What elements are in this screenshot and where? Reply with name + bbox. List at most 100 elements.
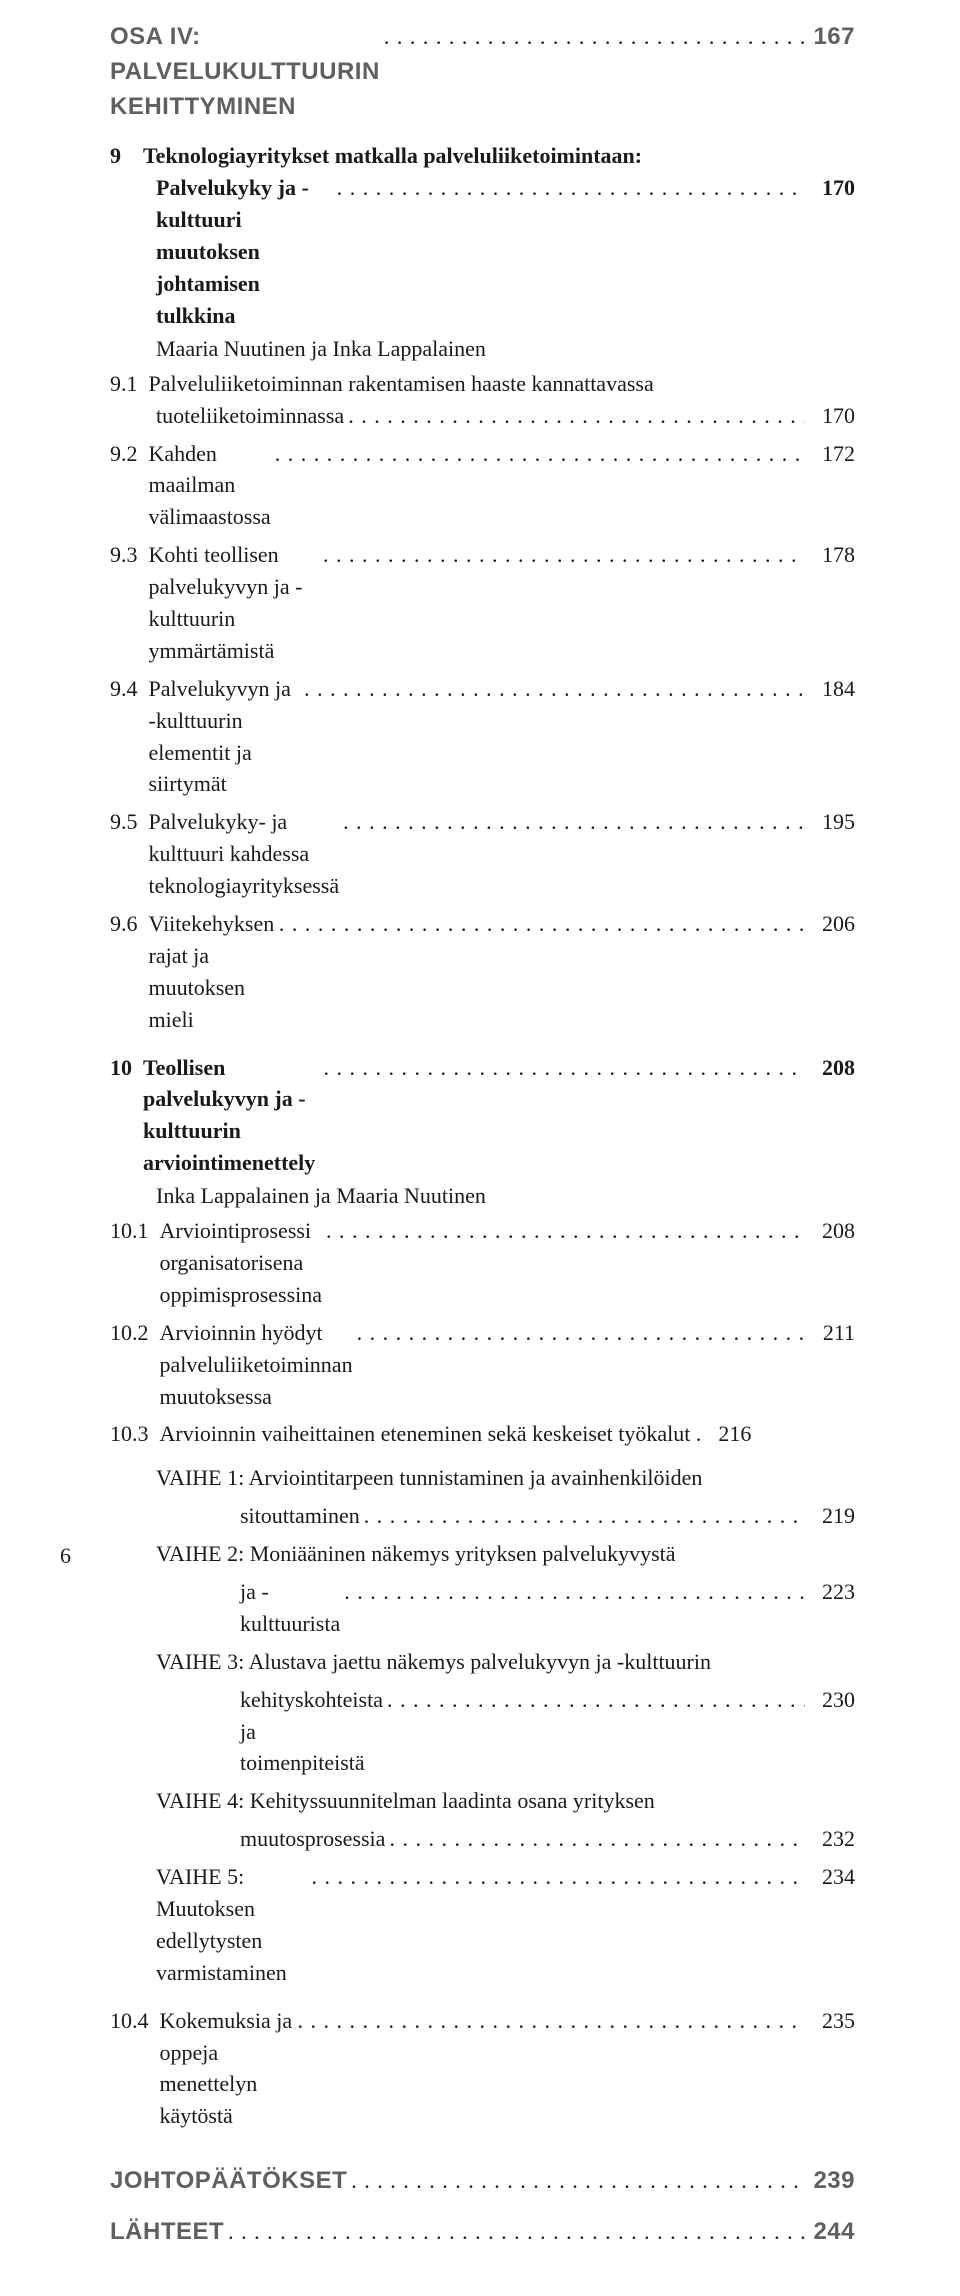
- section-text: tuoteliiketoiminnassa: [156, 400, 344, 432]
- leader-dots: . . . . . . . . . . . . . . . . . . . . …: [383, 1684, 805, 1716]
- section-page: 170: [805, 400, 855, 432]
- section-9-4: 9.4 Palvelukyvyn ja -kulttuurin elementi…: [110, 673, 855, 801]
- section-page: 184: [805, 673, 855, 705]
- section-page: 195: [805, 806, 855, 838]
- conclusions-label: JOHTOPÄÄTÖKSET: [110, 2164, 347, 2199]
- leader-dots: . . . . . . . . . . . . . . . . . . . . …: [319, 1052, 805, 1084]
- part-page: 167: [805, 20, 855, 55]
- leader-dots: . . . . . . . . . . . . . . . . . . . . …: [347, 2165, 805, 2197]
- leader-dots: . . . . . . . . . . . . . . . . . . . . …: [293, 2005, 805, 2037]
- references-row: LÄHTEET . . . . . . . . . . . . . . . . …: [110, 2215, 855, 2250]
- leader-dots: . . . . . . . . . . . . . . . . . . . . …: [300, 673, 805, 705]
- section-10-2: 10.2 Arvioinnin hyödyt palveluliiketoimi…: [110, 1317, 855, 1413]
- chapter-number: 10: [110, 1052, 143, 1084]
- phase-text: muutosprosessia: [240, 1823, 385, 1855]
- chapter-page: 170: [805, 172, 855, 204]
- section-10-4: 10.4 Kokemuksia ja oppeja menettelyn käy…: [110, 2005, 855, 2133]
- leader-dots: . . . . . . . . . . . . . . . . . . . . …: [333, 172, 805, 204]
- leader-dots: . . . . . . . . . . . . . . . . . . . . …: [224, 2216, 805, 2248]
- section-number: 9.1: [110, 368, 149, 400]
- section-9-1-cont: tuoteliiketoiminnassa . . . . . . . . . …: [110, 400, 855, 432]
- phase-text: VAIHE 1: Arviointitarpeen tunnistaminen …: [156, 1462, 702, 1494]
- chapter-title-line1: Teknologiayritykset matkalla palveluliik…: [143, 140, 642, 172]
- leader-dots: . . . . . . . . . . . . . . . . . . . . …: [360, 1500, 805, 1532]
- leader-dots: . . . . . . . . . . . . . . . . . . . . …: [339, 806, 805, 838]
- phase-2: VAIHE 2: Moniääninen näkemys yrityksen p…: [110, 1538, 855, 1570]
- section-text: Palvelukyvyn ja -kulttuurin elementit ja…: [149, 673, 301, 801]
- phase-page: 230: [805, 1684, 855, 1716]
- section-text: Palveluliiketoiminnan rakentamisen haast…: [149, 368, 654, 400]
- section-9-1: 9.1 Palveluliiketoiminnan rakentamisen h…: [110, 368, 855, 400]
- leader-dots: . . . . . . . . . . . . . . . . . . . . …: [385, 1823, 805, 1855]
- section-number: 9.5: [110, 806, 149, 838]
- phase-text: kehityskohteista ja toimenpiteistä: [240, 1684, 383, 1780]
- phase-page: 232: [805, 1823, 855, 1855]
- leader-dots: . . . . . . . . . . . . . . . . . . . . …: [319, 539, 805, 571]
- chapter-9-author: Maaria Nuutinen ja Inka Lappalainen: [110, 336, 855, 362]
- phase-1: VAIHE 1: Arviointitarpeen tunnistaminen …: [110, 1462, 855, 1494]
- phase-text: VAIHE 2: Moniääninen näkemys yrityksen p…: [156, 1538, 676, 1570]
- conclusions-page: 239: [805, 2164, 855, 2199]
- phase-text: sitouttaminen: [240, 1500, 360, 1532]
- section-page: 208: [805, 1215, 855, 1247]
- section-number: 9.6: [110, 908, 149, 940]
- part-label: OSA IV: PALVELUKULTTUURIN KEHITTYMINEN: [110, 20, 380, 124]
- phase-2-cont: ja -kulttuurista . . . . . . . . . . . .…: [110, 1576, 855, 1640]
- section-10-1: 10.1 Arviointiprosessi organisatorisena …: [110, 1215, 855, 1311]
- phase-3-cont: kehityskohteista ja toimenpiteistä . . .…: [110, 1684, 855, 1780]
- phase-1-cont: sitouttaminen . . . . . . . . . . . . . …: [110, 1500, 855, 1532]
- phase-page: 234: [805, 1861, 855, 1893]
- section-page: 172: [805, 438, 855, 470]
- phase-4-cont: muutosprosessia . . . . . . . . . . . . …: [110, 1823, 855, 1855]
- toc-page: OSA IV: PALVELUKULTTUURIN KEHITTYMINEN .…: [0, 0, 960, 2296]
- section-page: 235: [805, 2005, 855, 2037]
- section-page: 178: [805, 539, 855, 571]
- phase-page: 219: [805, 1500, 855, 1532]
- section-page: 211: [805, 1317, 855, 1349]
- phase-text: ja -kulttuurista: [240, 1576, 340, 1640]
- phase-4: VAIHE 4: Kehityssuunnitelman laadinta os…: [110, 1785, 855, 1817]
- section-9-6: 9.6 Viitekehyksen rajat ja muutoksen mie…: [110, 908, 855, 1036]
- leader-dots: . . . . . . . . . . . . . . . . . . . . …: [340, 1576, 805, 1608]
- chapter-9-row-cont: Palvelukyky ja -kulttuuri muutoksen joht…: [110, 172, 855, 331]
- chapter-page: 208: [805, 1052, 855, 1084]
- section-text: Arvioinnin vaiheittainen eteneminen sekä…: [160, 1418, 702, 1450]
- leader-dots: . . . . . . . . . . . . . . . . . . . . …: [271, 438, 805, 470]
- phase-text: VAIHE 4: Kehityssuunnitelman laadinta os…: [156, 1785, 655, 1817]
- phase-5: VAIHE 5: Muutoksen edellytysten varmista…: [110, 1861, 855, 1989]
- phase-text: VAIHE 3: Alustava jaettu näkemys palvelu…: [156, 1646, 711, 1678]
- folio: 6: [60, 1543, 71, 1569]
- chapter-10-row: 10 Teollisen palvelukyvyn ja -kulttuurin…: [110, 1052, 855, 1180]
- section-number: 9.3: [110, 539, 149, 571]
- leader-dots: . . . . . . . . . . . . . . . . . . . . …: [353, 1317, 805, 1349]
- section-text: Kohti teollisen palvelukyvyn ja -kulttuu…: [149, 539, 320, 667]
- section-9-2: 9.2 Kahden maailman välimaastossa . . . …: [110, 438, 855, 534]
- section-text: Palvelukyky- ja kulttuuri kahdessa tekno…: [149, 806, 340, 902]
- references-page: 244: [805, 2215, 855, 2250]
- section-number: 9.2: [110, 438, 149, 470]
- leader-dots: . . . . . . . . . . . . . . . . . . . . …: [380, 21, 805, 53]
- section-text: Viitekehyksen rajat ja muutoksen mieli: [149, 908, 275, 1036]
- section-page: 216: [701, 1418, 751, 1450]
- chapter-title-line2: Palvelukyky ja -kulttuuri muutoksen joht…: [156, 172, 333, 331]
- section-number: 9.4: [110, 673, 149, 705]
- leader-dots: . . . . . . . . . . . . . . . . . . . . …: [275, 908, 805, 940]
- chapter-9-row: 9 Teknologiayritykset matkalla palveluli…: [110, 140, 855, 172]
- section-10-3: 10.3 Arvioinnin vaiheittainen eteneminen…: [110, 1418, 855, 1450]
- section-number: 10.2: [110, 1317, 160, 1349]
- part-heading: OSA IV: PALVELUKULTTUURIN KEHITTYMINEN .…: [110, 20, 855, 124]
- phase-3: VAIHE 3: Alustava jaettu näkemys palvelu…: [110, 1646, 855, 1678]
- chapter-10-author: Inka Lappalainen ja Maaria Nuutinen: [110, 1183, 855, 1209]
- chapter-title: Teollisen palvelukyvyn ja -kulttuurin ar…: [143, 1052, 319, 1180]
- chapter-number: 9: [110, 140, 143, 172]
- section-number: 10.1: [110, 1215, 160, 1247]
- conclusions-row: JOHTOPÄÄTÖKSET . . . . . . . . . . . . .…: [110, 2164, 855, 2199]
- section-text: Arvioinnin hyödyt palveluliiketoiminnan …: [160, 1317, 353, 1413]
- phase-page: 223: [805, 1576, 855, 1608]
- phase-text: VAIHE 5: Muutoksen edellytysten varmista…: [156, 1861, 308, 1989]
- section-text: Kokemuksia ja oppeja menettelyn käytöstä: [160, 2005, 294, 2133]
- leader-dots: . . . . . . . . . . . . . . . . . . . . …: [308, 1861, 805, 1893]
- leader-dots: . . . . . . . . . . . . . . . . . . . . …: [322, 1215, 805, 1247]
- section-9-5: 9.5 Palvelukyky- ja kulttuuri kahdessa t…: [110, 806, 855, 902]
- leader-dots: . . . . . . . . . . . . . . . . . . . . …: [344, 400, 805, 432]
